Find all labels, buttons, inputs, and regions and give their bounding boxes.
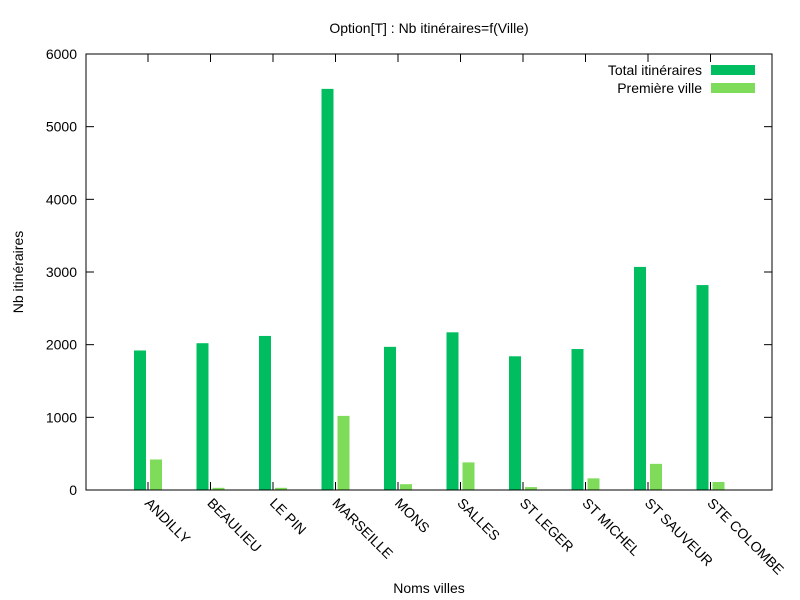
bar-total-st-leger xyxy=(509,356,521,490)
y-tick-label: 3000 xyxy=(46,264,77,280)
legend-swatch xyxy=(711,83,755,93)
bar-premiere-beaulieu xyxy=(212,487,225,490)
x-tick-label: MARSEILLE xyxy=(329,495,396,562)
legend-label: Première ville xyxy=(617,80,702,96)
bar-premiere-andilly xyxy=(150,459,162,490)
bar-total-marseille xyxy=(321,88,334,490)
x-tick-label: SALLES xyxy=(454,495,503,544)
bar-premiere-ste-colombe xyxy=(712,482,725,490)
chart-title: Option[T] : Nb itinéraires=f(Ville) xyxy=(329,20,528,36)
bar-total-st-sauveur xyxy=(634,266,646,490)
bar-premiere-st-sauveur xyxy=(650,463,662,490)
x-tick-label: LE PIN xyxy=(267,495,310,538)
bar-total-le-pin xyxy=(259,335,271,490)
x-tick-label: BEAULIEU xyxy=(204,495,264,555)
bar-total-salles xyxy=(446,332,459,490)
bar-total-beaulieu xyxy=(196,343,209,490)
x-tick-label: STE COLOMBE xyxy=(704,495,787,578)
x-tick-label: ST LEGER xyxy=(517,495,577,555)
y-axis-label: Nb itinéraires xyxy=(10,231,26,313)
bar-premiere-mons xyxy=(400,484,412,490)
bar-total-st-michel xyxy=(571,349,584,490)
bar-premiere-le-pin xyxy=(275,487,287,490)
plot-border xyxy=(85,53,773,491)
bar-premiere-st-michel xyxy=(587,478,600,490)
x-tick-label: ST MICHEL xyxy=(579,495,643,559)
bar-total-mons xyxy=(384,346,396,490)
y-tick-label: 0 xyxy=(69,482,77,498)
legend-label: Total itinéraires xyxy=(608,62,702,78)
y-tick-label: 4000 xyxy=(46,191,77,207)
bar-total-ste-colombe xyxy=(696,285,709,490)
y-tick-label: 6000 xyxy=(46,46,77,62)
legend-swatch xyxy=(711,65,755,75)
y-tick-label: 1000 xyxy=(46,409,77,425)
x-tick-label: MONS xyxy=(392,495,433,536)
bar-total-andilly xyxy=(134,350,146,490)
bar-premiere-marseille xyxy=(337,415,350,490)
bars-layer xyxy=(134,88,725,490)
bar-premiere-st-leger xyxy=(525,487,537,490)
y-tick-label: 5000 xyxy=(46,119,77,135)
x-tick-label: ANDILLY xyxy=(142,495,194,547)
legend: Total itinéraires Première ville xyxy=(608,62,755,96)
bar-premiere-salles xyxy=(462,462,475,490)
x-axis-label: Noms villes xyxy=(393,580,465,596)
y-tick-label: 2000 xyxy=(46,337,77,353)
axes-layer: 0 1000 2000 3000 4000 5000 6000 ANDILLY BEAULIEU… xyxy=(46,46,787,578)
